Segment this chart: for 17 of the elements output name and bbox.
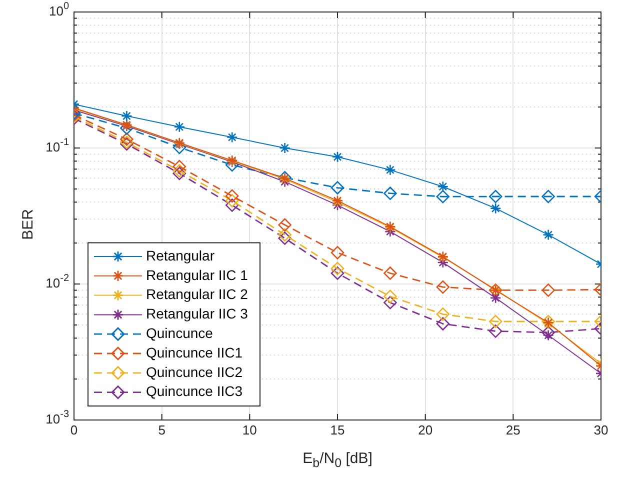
x-tick-label: 30 [594,422,608,438]
x-tick-label: 0 [70,422,78,438]
x-tick-label: 20 [418,422,433,438]
legend-label: Retangular IIC 3 [146,306,248,322]
x-tick-label: 15 [330,422,345,438]
legend-label: Retangular IIC 2 [146,286,248,302]
legend-label: Quincunce IIC3 [146,383,243,400]
legend-label: Quincunce IIC2 [146,364,243,380]
legend-label: Quincunce [146,324,214,341]
x-tick-label: 10 [242,422,257,438]
x-tick-label: 5 [158,422,166,438]
legend-label: Retangular IIC 1 [146,266,248,283]
legend-label: Quincunce IIC1 [146,344,243,360]
legend-label: Retangular [146,247,215,264]
y-axis-title: BER [20,208,36,242]
x-axis-title: E$_{b}$/N$_{0}$ [dB] [302,450,374,470]
x-tick-label: 25 [506,422,520,438]
